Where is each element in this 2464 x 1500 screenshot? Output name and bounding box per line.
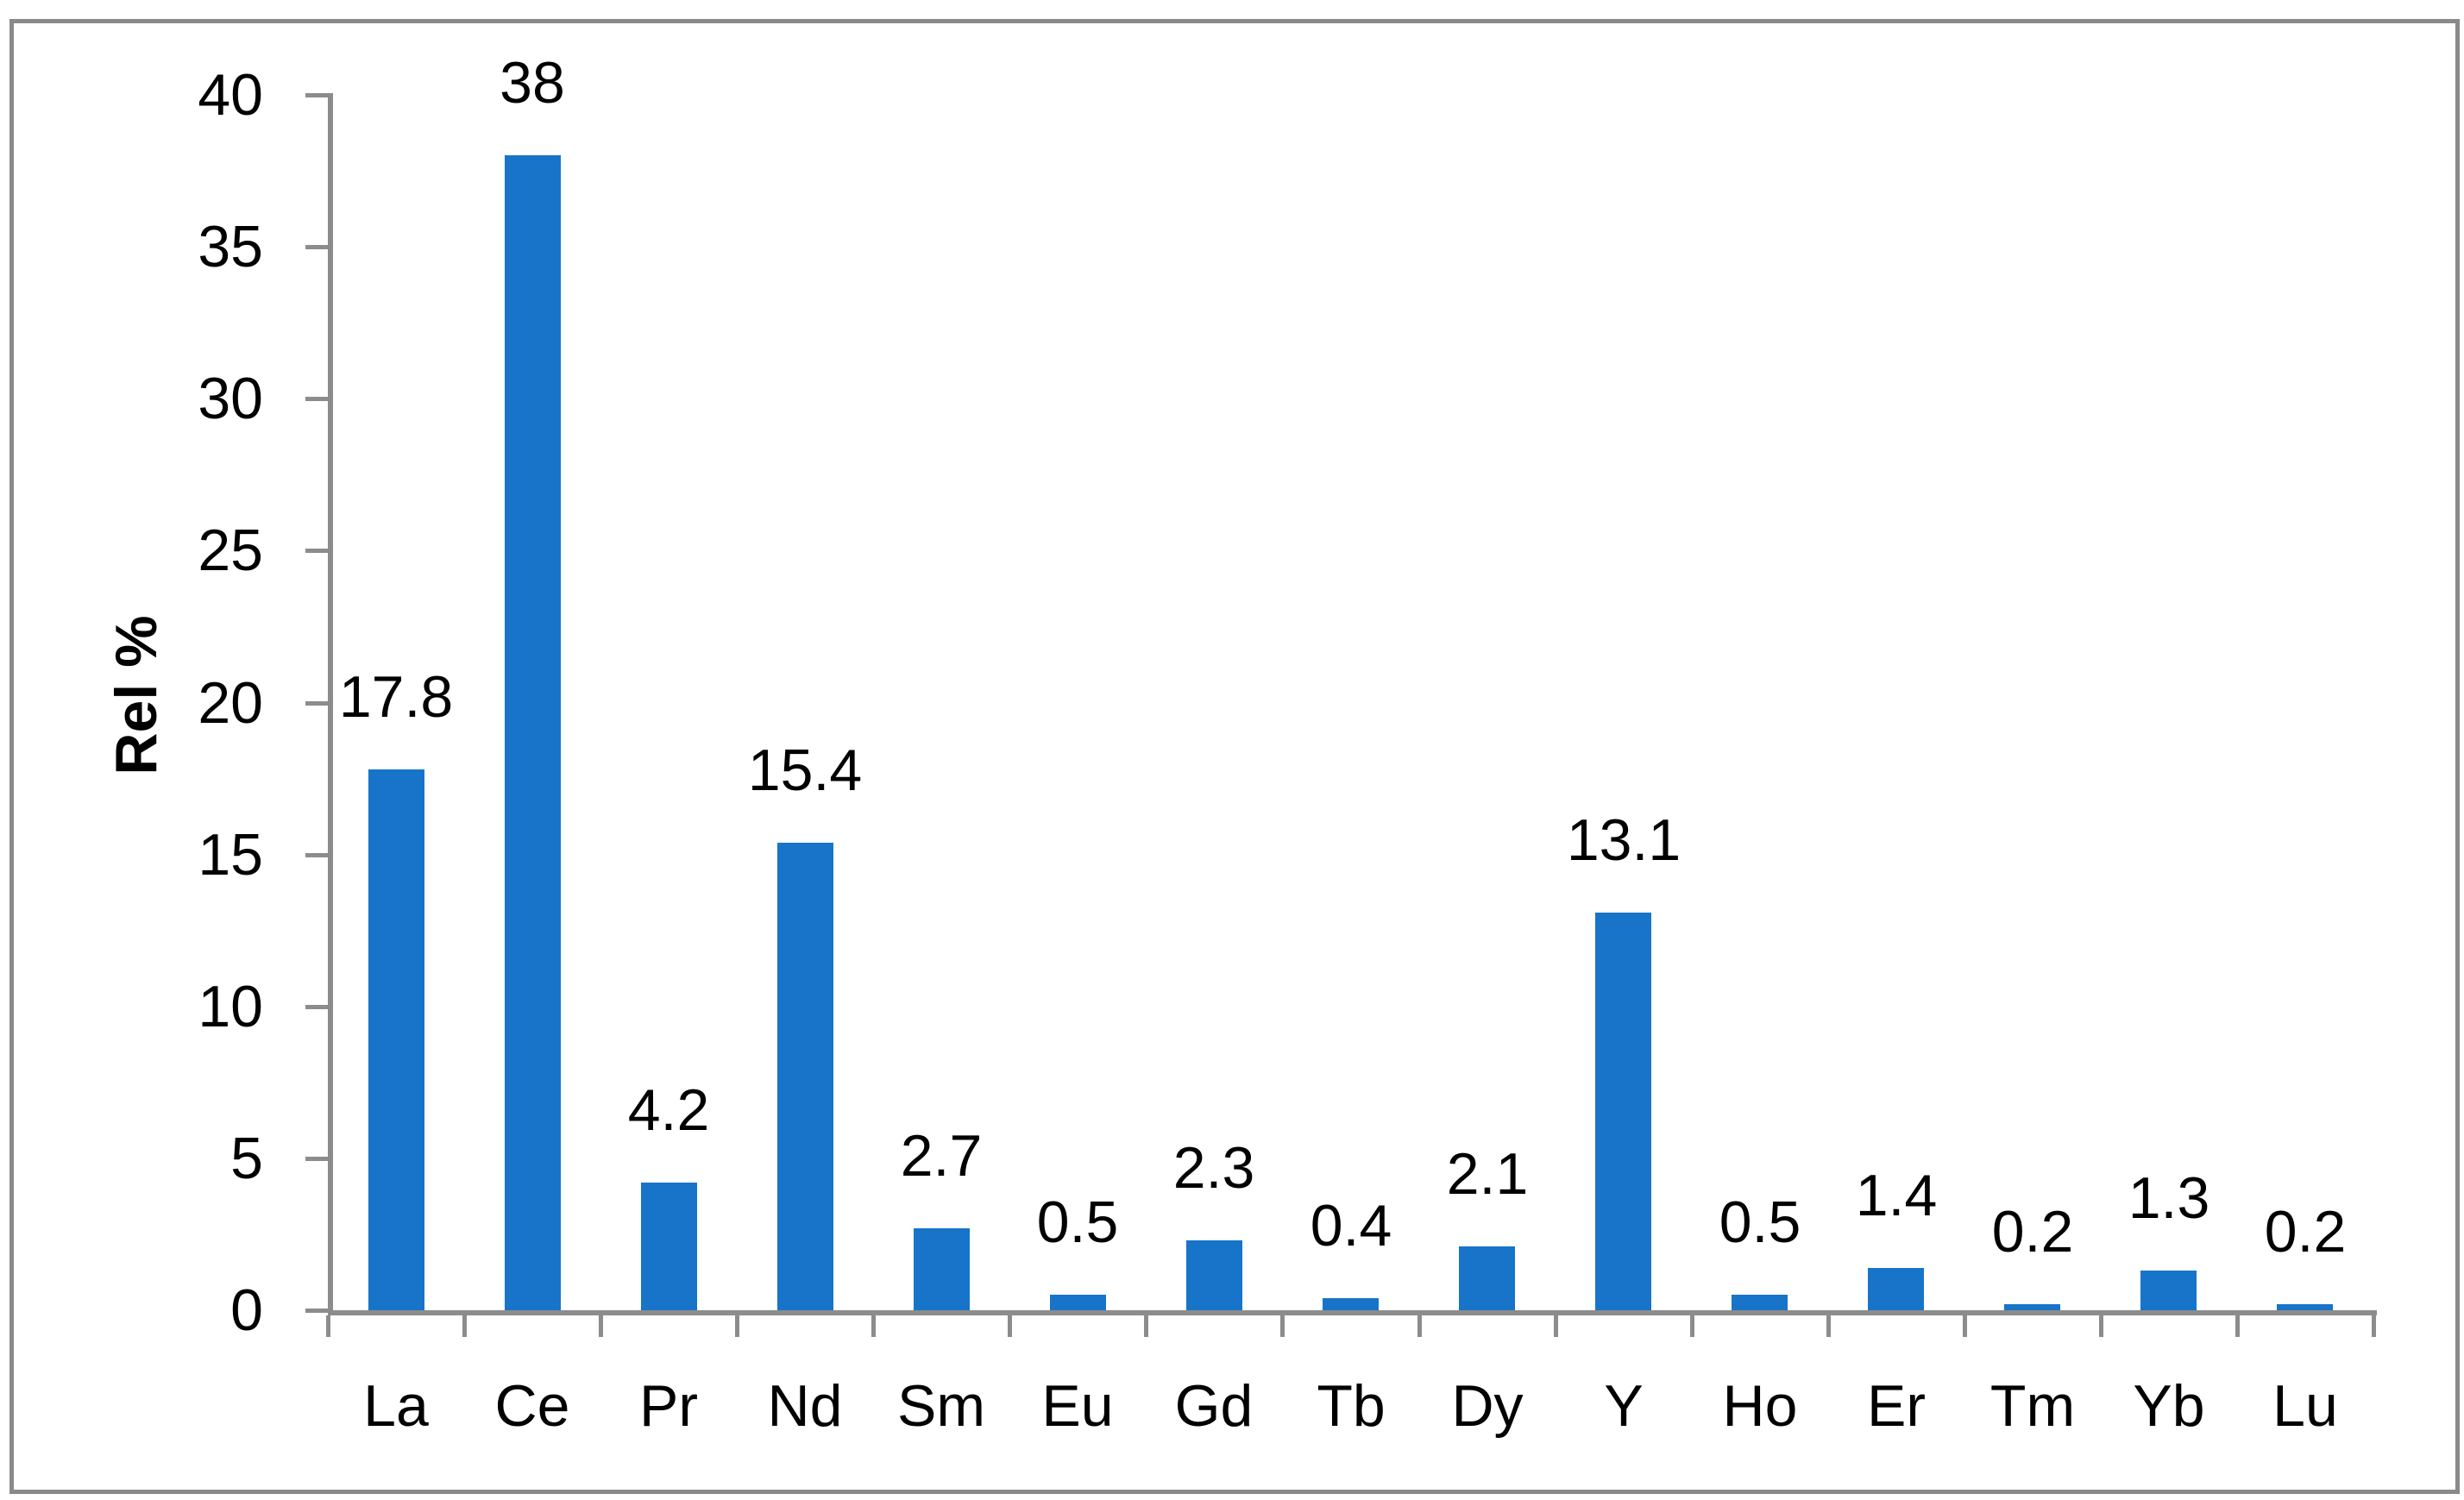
y-tick-0: [305, 1309, 329, 1313]
x-tick-2: [599, 1315, 604, 1337]
x-tick-13: [2098, 1315, 2103, 1337]
bar-value-label-La: 17.8: [338, 664, 454, 730]
bar-Tm: [2004, 1304, 2060, 1310]
plot-area: 0 5 10 15 20 25 30 35 40 17.8 La 38 Ce 4.2 Pr 15.4 Nd 2.7…: [14, 23, 2455, 1490]
x-tick-10: [1689, 1315, 1694, 1337]
x-label-Sm: Sm: [897, 1373, 985, 1439]
y-tick-label-25: 25: [198, 518, 263, 584]
y-tick-label-35: 35: [198, 214, 263, 280]
x-label-Lu: Lu: [2272, 1373, 2338, 1439]
bar-Sm: [914, 1228, 970, 1310]
bar-Yb: [2140, 1271, 2197, 1310]
y-tick-35: [305, 245, 329, 250]
x-label-Eu: Eu: [1041, 1373, 1114, 1439]
x-label-Ho: Ho: [1722, 1373, 1798, 1439]
bar-Er: [1868, 1268, 1924, 1310]
bar-Gd: [1186, 1240, 1242, 1310]
bar-Dy: [1459, 1246, 1515, 1310]
x-tick-8: [1417, 1315, 1422, 1337]
x-label-La: La: [363, 1373, 429, 1439]
bar-La: [368, 769, 424, 1310]
x-label-Tb: Tb: [1317, 1373, 1386, 1439]
y-tick-label-15: 15: [198, 821, 263, 888]
x-label-Gd: Gd: [1174, 1373, 1254, 1439]
bar-Y: [1595, 913, 1651, 1310]
bar-value-label-Dy: 2.1: [1446, 1141, 1529, 1207]
bar-Pr: [641, 1183, 697, 1310]
x-axis-line: [328, 1310, 2377, 1315]
bar-value-label-Eu: 0.5: [1036, 1189, 1119, 1255]
y-tick-label-10: 10: [198, 973, 263, 1039]
y-tick-20: [305, 700, 329, 706]
bar-value-label-Er: 1.4: [1855, 1163, 1938, 1228]
bar-Tb: [1323, 1298, 1379, 1310]
x-label-Ce: Ce: [494, 1373, 570, 1439]
bar-value-label-Ce: 38: [500, 50, 565, 116]
x-tick-4: [871, 1315, 877, 1337]
x-tick-11: [1826, 1315, 1831, 1337]
y-tick-10: [305, 1004, 329, 1009]
y-tick-label-40: 40: [198, 62, 263, 128]
y-tick-30: [305, 397, 329, 402]
bar-value-label-Pr: 4.2: [627, 1077, 710, 1143]
bar-Ho: [1732, 1295, 1788, 1310]
x-label-Tm: Tm: [1989, 1373, 2076, 1439]
y-tick-25: [305, 549, 329, 554]
x-label-Yb: Yb: [2133, 1373, 2205, 1439]
x-label-Nd: Nd: [767, 1373, 843, 1439]
bar-value-label-Yb: 1.3: [2128, 1165, 2210, 1231]
bar-value-label-Nd: 15.4: [747, 737, 863, 803]
bar-value-label-Y: 13.1: [1566, 807, 1681, 873]
bar-Eu: [1050, 1295, 1106, 1310]
y-tick-15: [305, 852, 329, 857]
y-tick-label-30: 30: [198, 366, 263, 432]
chart-frame: Rel % 0 5 10 15 20 25 30 35 40 17.8 La 38 Ce 4.2 Pr 15.…: [9, 19, 2460, 1494]
x-label-Pr: Pr: [639, 1373, 698, 1439]
y-tick-40: [305, 93, 329, 97]
bar-value-label-Lu: 0.2: [2264, 1199, 2347, 1265]
bar-Ce: [505, 155, 561, 1310]
x-tick-1: [462, 1315, 468, 1337]
x-tick-3: [735, 1315, 740, 1337]
bar-Lu: [2277, 1304, 2333, 1310]
x-tick-7: [1280, 1315, 1285, 1337]
x-label-Er: Er: [1867, 1373, 1926, 1439]
x-label-Dy: Dy: [1451, 1373, 1524, 1439]
bar-Nd: [777, 843, 833, 1310]
x-label-Y: Y: [1604, 1373, 1644, 1439]
y-axis-line: [328, 93, 333, 1315]
x-tick-0: [326, 1315, 330, 1337]
bar-value-label-Tb: 0.4: [1310, 1193, 1392, 1258]
x-tick-14: [2235, 1315, 2240, 1337]
y-tick-label-5: 5: [230, 1125, 263, 1191]
x-tick-6: [1144, 1315, 1149, 1337]
y-tick-5: [305, 1156, 329, 1161]
x-tick-9: [1553, 1315, 1558, 1337]
y-tick-label-0: 0: [230, 1277, 263, 1343]
bar-value-label-Tm: 0.2: [1991, 1199, 2074, 1265]
bar-value-label-Ho: 0.5: [1719, 1189, 1801, 1255]
x-tick-12: [1962, 1315, 1967, 1337]
y-tick-label-20: 20: [198, 669, 263, 736]
bar-value-label-Sm: 2.7: [900, 1123, 983, 1189]
x-tick-5: [1008, 1315, 1013, 1337]
x-tick-15: [2372, 1315, 2376, 1337]
bar-value-label-Gd: 2.3: [1172, 1135, 1255, 1201]
